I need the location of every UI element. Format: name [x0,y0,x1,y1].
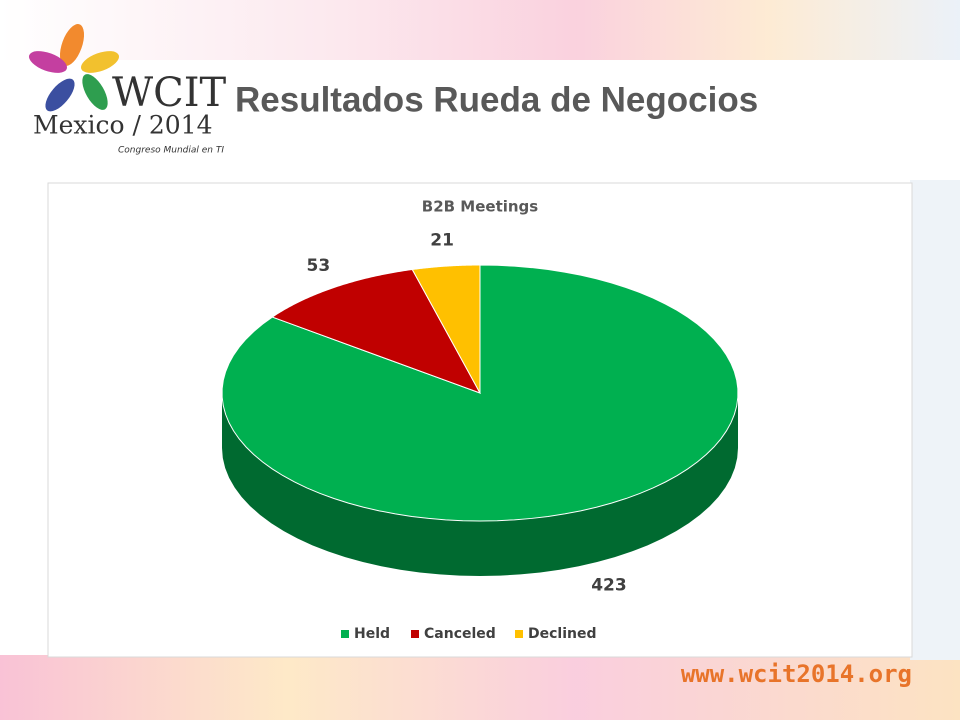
logo-place: Mexico / 2014 [33,111,212,140]
pie-slice [271,268,482,394]
logo-name: WCIT [112,70,227,116]
legend-swatch [341,630,349,638]
decor-top [0,0,960,60]
legend-label: Canceled [424,626,496,642]
decor-side [910,180,960,660]
legend-label: Declined [528,626,597,642]
slide-title: Resultados Rueda de Negocios [235,80,758,119]
pie: 423 53 21 [221,230,739,595]
logo-tagline: Congreso Mundial en TI [118,146,224,156]
legend-swatch [411,630,419,638]
url: www.wcit2014.org [681,660,912,688]
logo-mark [28,24,120,112]
legend-label: Held [354,626,390,642]
data-label: 21 [430,230,454,250]
data-label: 53 [307,256,331,276]
legend: Held Canceled Declined [341,626,597,642]
legend-swatch [515,630,523,638]
pie-slice [411,264,481,394]
decor-bottom [0,655,960,720]
data-label: 423 [591,575,627,595]
pie-slice-side [222,393,738,576]
chart-title: B2B Meetings [422,198,539,216]
